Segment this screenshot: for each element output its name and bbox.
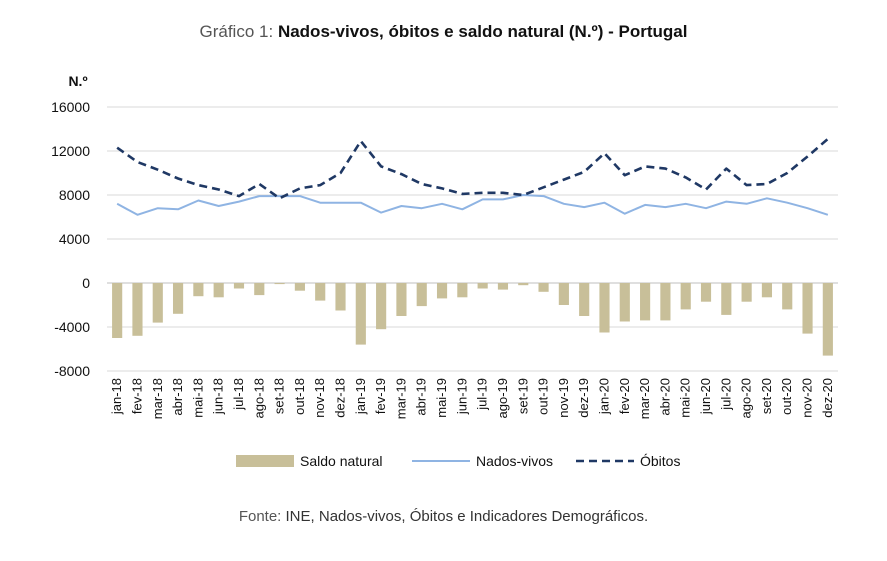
x-tick-label: dez-18 xyxy=(333,378,348,418)
bar-saldo-natural xyxy=(579,283,590,316)
bar-saldo-natural xyxy=(376,283,387,330)
axis-layer: 16000 12000 8000 4000 0 -4000 -8000 N.º jan-18 fe… xyxy=(51,73,835,419)
x-tick-label: jun-18 xyxy=(211,378,226,415)
bar-saldo-natural xyxy=(254,283,265,296)
bar-saldo-natural xyxy=(436,283,448,299)
bar-saldo-natural xyxy=(700,283,712,302)
x-tick-label: ago-18 xyxy=(251,378,266,418)
chart-area: 16000 12000 8000 4000 0 -4000 -8000 N.º jan-18 fe… xyxy=(51,73,838,469)
bar-saldo-natural xyxy=(782,283,793,310)
bar-saldo-natural xyxy=(355,283,366,345)
x-tick-label: mai-20 xyxy=(678,378,693,418)
legend: Saldo natural Nados-vivos Óbitos xyxy=(236,453,680,469)
bar-saldo-natural xyxy=(315,283,326,301)
x-tick-label: set-18 xyxy=(272,378,287,414)
y-tick-label: -8000 xyxy=(54,363,90,379)
bar-saldo-natural xyxy=(721,283,732,315)
y-tick-label: 12000 xyxy=(51,143,90,159)
x-tick-label: mar-20 xyxy=(637,378,652,419)
bar-saldo-natural xyxy=(233,283,245,289)
x-tick-label: abr-18 xyxy=(170,378,185,416)
grid-layer xyxy=(107,106,838,372)
x-tick-label: set-19 xyxy=(515,378,530,414)
bar-saldo-natural xyxy=(477,283,488,289)
line-nados-vivos xyxy=(116,194,829,216)
x-tick-label: mai-19 xyxy=(434,378,449,418)
bar-saldo-natural xyxy=(396,283,407,316)
x-tick-label: jan-19 xyxy=(353,378,368,415)
bar-saldo-natural xyxy=(335,283,346,311)
x-tick-label: jan-18 xyxy=(109,378,124,415)
source-text: INE, Nados-vivos, Óbitos e Indicadores D… xyxy=(285,508,649,525)
chart-title-prefix: Gráfico 1: xyxy=(199,22,274,41)
x-tick-label: fev-20 xyxy=(617,378,632,414)
bar-saldo-natural xyxy=(416,283,427,307)
bar-saldo-natural xyxy=(152,283,163,323)
bar-saldo-natural xyxy=(457,283,468,298)
y-tick-label: 0 xyxy=(82,275,90,291)
x-tick-label: mar-18 xyxy=(150,378,165,419)
bar-saldo-natural xyxy=(518,283,529,286)
bar-saldo-natural xyxy=(172,283,184,314)
y-tick-label: 16000 xyxy=(51,99,90,115)
y-axis-unit: N.º xyxy=(68,73,87,89)
x-tick-label: fev-19 xyxy=(373,378,388,414)
bar-saldo-natural xyxy=(822,283,833,356)
y-tick-label: -4000 xyxy=(54,319,90,335)
x-tick-label: out-20 xyxy=(779,378,794,415)
line-obitos xyxy=(116,137,829,200)
bars-layer xyxy=(112,283,833,356)
x-tick-label: nov-20 xyxy=(800,378,815,418)
legend-swatch-saldo-natural xyxy=(236,455,294,467)
x-tick-label: out-19 xyxy=(536,378,551,415)
legend-label-saldo-natural: Saldo natural xyxy=(300,453,383,469)
x-tick-label: nov-19 xyxy=(556,378,571,418)
bar-saldo-natural xyxy=(274,283,285,285)
bar-saldo-natural xyxy=(558,283,569,305)
source-note: Fonte: INE, Nados-vivos, Óbitos e Indica… xyxy=(0,508,887,525)
bar-saldo-natural xyxy=(619,283,630,322)
bar-saldo-natural xyxy=(640,283,651,321)
bar-saldo-natural xyxy=(660,283,671,321)
x-tick-label: set-20 xyxy=(759,378,774,414)
legend-label-obitos: Óbitos xyxy=(640,453,680,469)
x-tick-label: jul-20 xyxy=(718,378,733,411)
y-tick-label: 8000 xyxy=(59,187,90,203)
bar-saldo-natural xyxy=(680,283,691,310)
bar-saldo-natural xyxy=(213,283,224,298)
bar-saldo-natural xyxy=(497,283,509,290)
x-tick-label: jan-20 xyxy=(596,378,611,415)
source-prefix: Fonte: xyxy=(238,508,282,525)
bar-saldo-natural xyxy=(599,283,610,333)
x-tick-label: jun-20 xyxy=(698,378,713,415)
x-tick-label: jul-18 xyxy=(231,378,246,411)
bar-saldo-natural xyxy=(761,283,773,298)
bar-saldo-natural xyxy=(802,283,813,334)
bar-saldo-natural xyxy=(741,283,752,302)
legend-label-nados-vivos: Nados-vivos xyxy=(476,453,553,469)
x-tick-label: nov-18 xyxy=(312,378,327,418)
x-tick-label: dez-19 xyxy=(576,378,591,418)
bar-saldo-natural xyxy=(294,283,305,291)
x-tick-label: abr-20 xyxy=(657,378,672,416)
y-tick-label: 4000 xyxy=(59,231,90,247)
x-tick-label: ago-19 xyxy=(495,378,510,418)
x-tick-label: jul-19 xyxy=(475,378,490,411)
bar-saldo-natural xyxy=(132,283,143,336)
chart-title-main: Nados-vivos, óbitos e saldo natural (N.º… xyxy=(277,22,688,41)
x-tick-label: dez-20 xyxy=(820,378,835,418)
bar-saldo-natural xyxy=(112,283,123,338)
chart-title: Gráfico 1: Nados-vivos, óbitos e saldo n… xyxy=(0,22,887,42)
x-tick-label: ago-20 xyxy=(739,378,754,418)
bar-saldo-natural xyxy=(538,283,549,292)
bar-saldo-natural xyxy=(193,283,204,297)
lines-layer xyxy=(116,137,829,216)
x-tick-label: fev-18 xyxy=(129,378,144,414)
x-tick-label: abr-19 xyxy=(414,378,429,416)
x-tick-label: mar-19 xyxy=(393,378,408,419)
x-tick-label: jun-19 xyxy=(454,378,469,415)
x-tick-label: mai-18 xyxy=(190,378,205,418)
x-tick-label: out-18 xyxy=(292,378,307,415)
